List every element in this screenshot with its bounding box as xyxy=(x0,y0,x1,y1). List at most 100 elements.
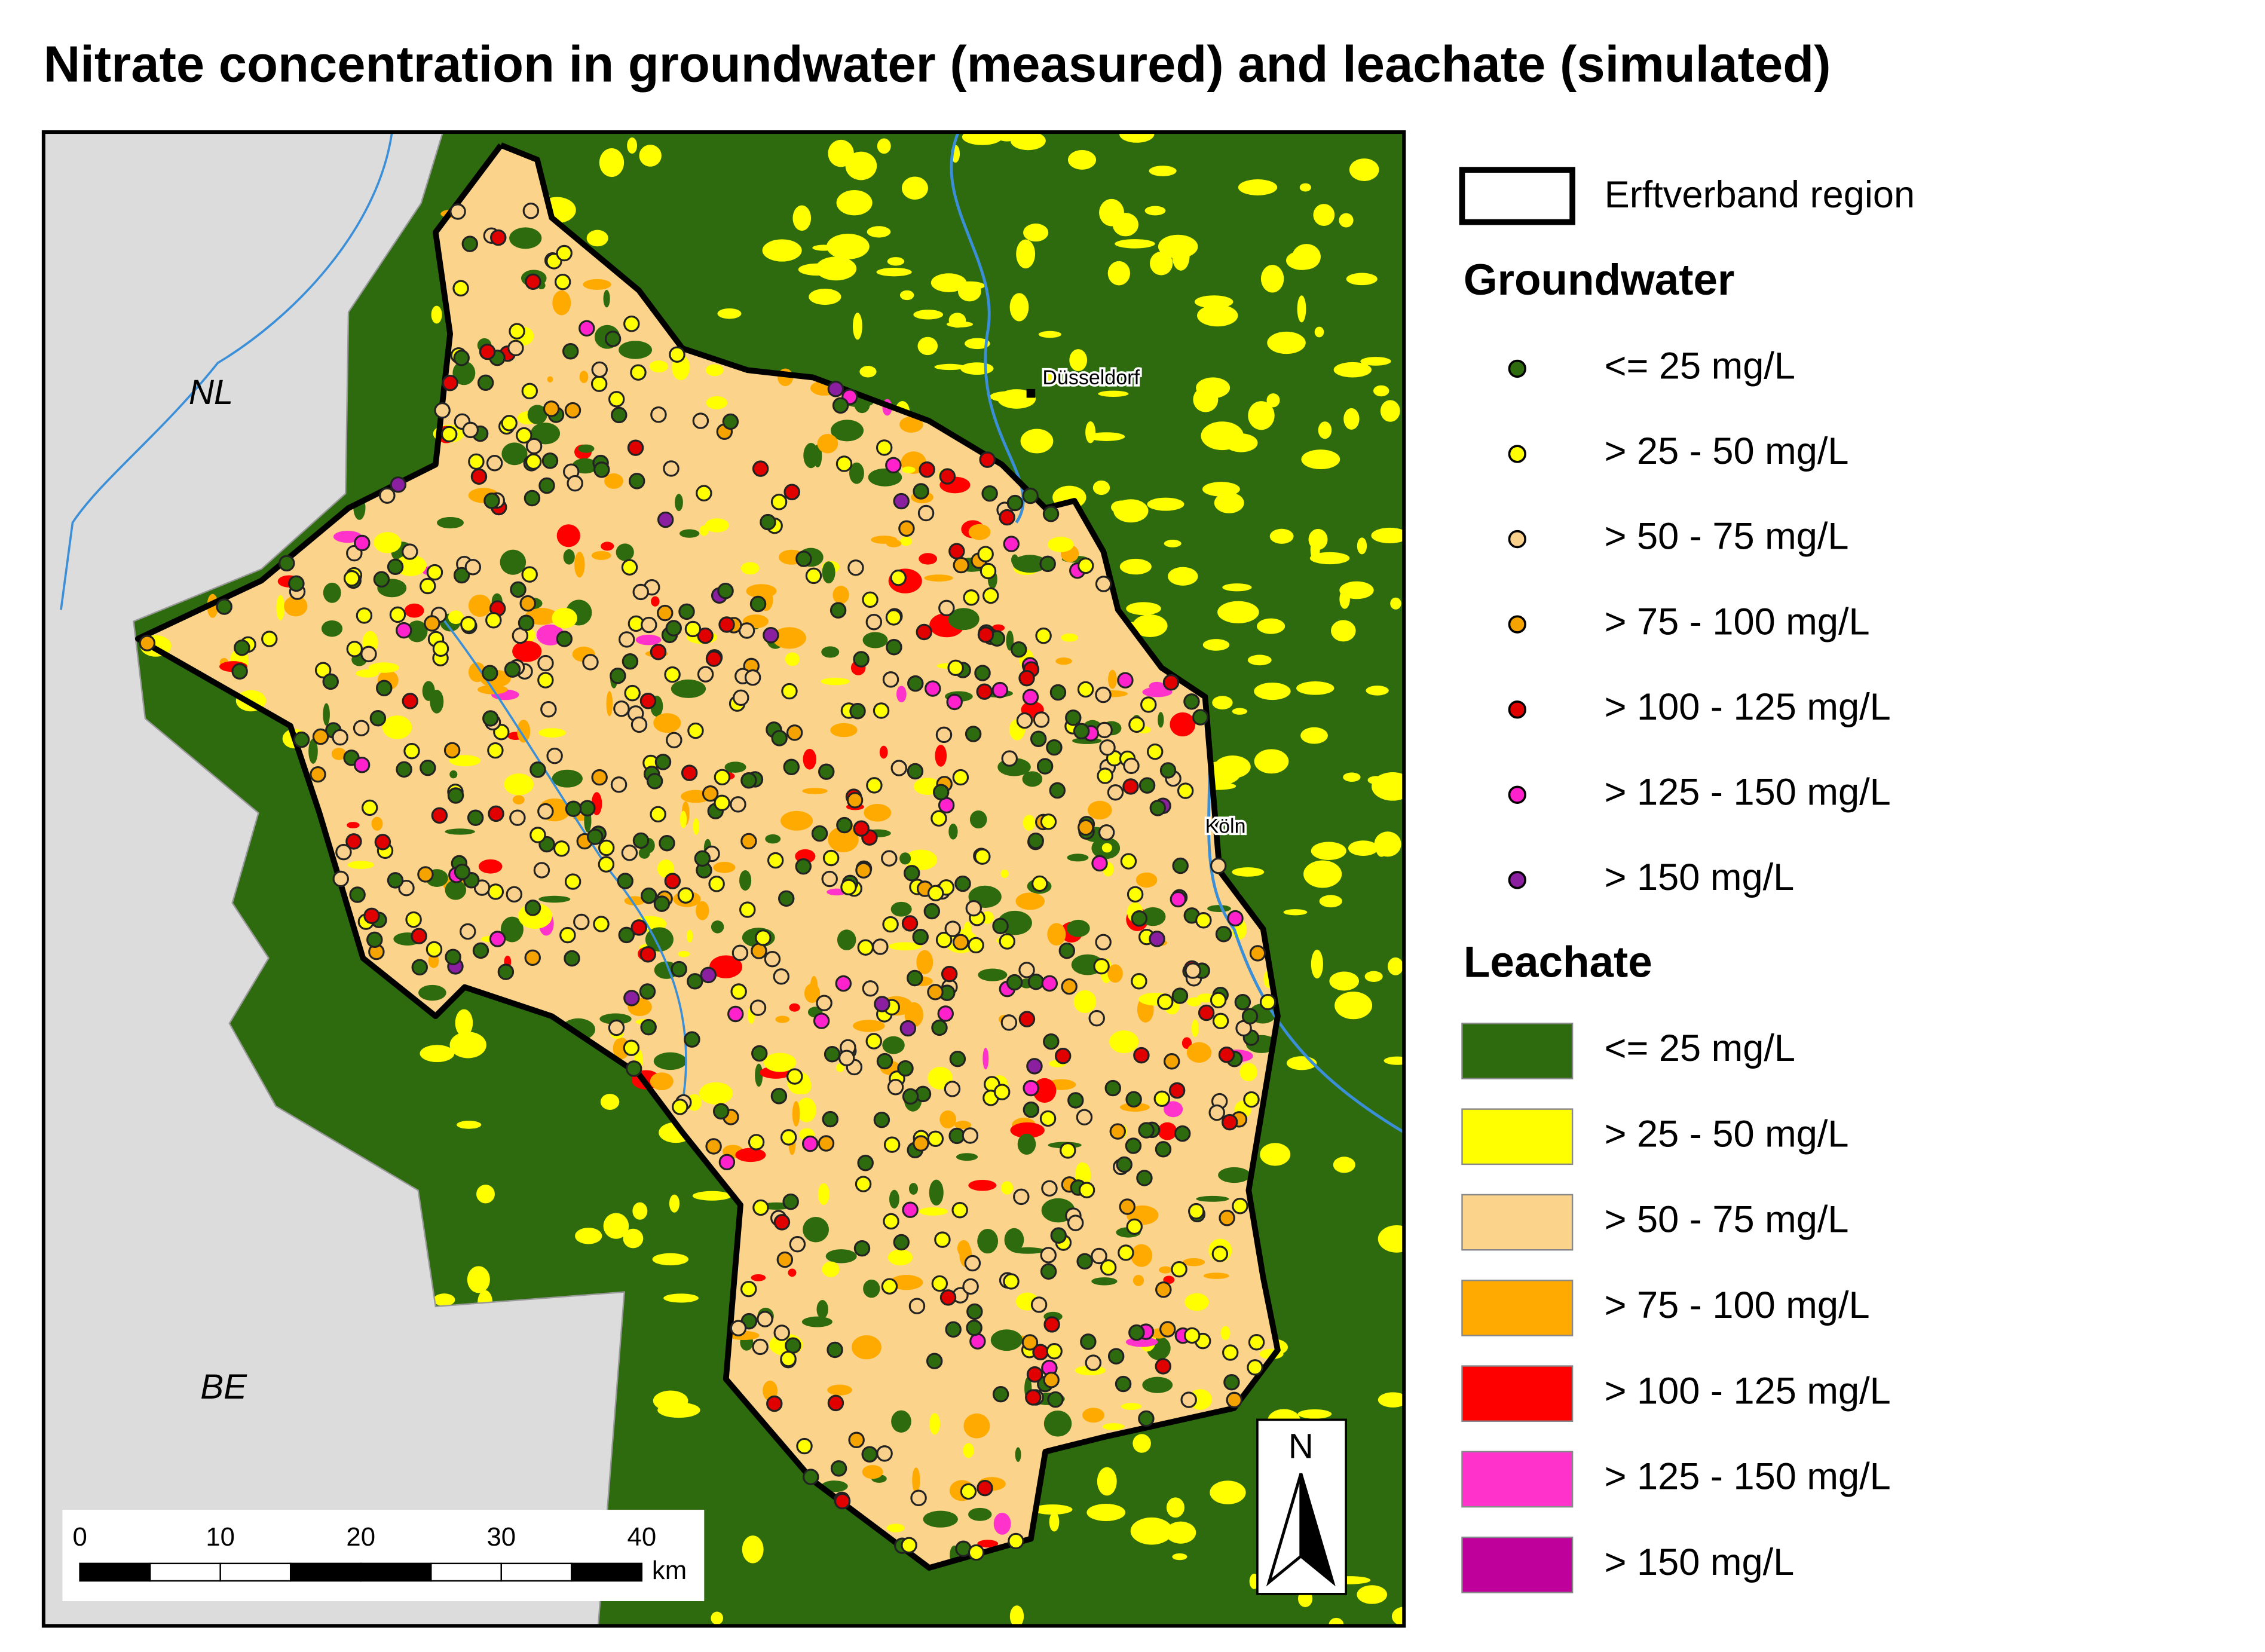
sample-point xyxy=(1043,1316,1060,1333)
sample-point xyxy=(780,1129,797,1146)
sample-point xyxy=(663,460,680,477)
sample-point xyxy=(389,606,406,623)
sample-point xyxy=(876,439,893,456)
sample-point xyxy=(862,980,879,997)
land-patch xyxy=(347,822,360,828)
sample-point xyxy=(579,800,596,816)
land-patch xyxy=(1088,800,1112,820)
sample-point xyxy=(968,937,984,954)
land-patch xyxy=(552,769,583,788)
sample-point xyxy=(591,769,608,786)
land-patch xyxy=(603,290,610,308)
land-patch xyxy=(1283,909,1308,916)
land-patch xyxy=(919,553,938,565)
legend-label: > 25 - 50 mg/L xyxy=(1605,430,1849,472)
land-patch xyxy=(1073,990,1097,1014)
sample-point xyxy=(853,1240,871,1257)
legend-dot xyxy=(1508,700,1526,719)
sample-point xyxy=(764,950,781,968)
sample-point xyxy=(1155,1141,1172,1158)
sample-point xyxy=(1018,669,1035,687)
sample-point xyxy=(908,1298,926,1314)
sample-point xyxy=(948,1127,965,1145)
sample-point xyxy=(604,331,622,347)
land-patch xyxy=(789,1003,800,1012)
sample-point xyxy=(913,1135,929,1152)
sample-point xyxy=(630,919,647,936)
land-patch xyxy=(530,423,561,445)
scale-tick-label: 0 xyxy=(72,1522,87,1552)
sample-point xyxy=(770,494,788,510)
scale-bar: 0 10 20 30 40 xyxy=(72,1522,656,1582)
land-patch xyxy=(1339,213,1354,228)
sample-point xyxy=(509,809,526,826)
sample-point xyxy=(537,654,554,672)
sample-point xyxy=(1138,1410,1155,1427)
land-patch xyxy=(711,920,724,934)
sample-point xyxy=(411,959,428,976)
sample-point xyxy=(966,1303,983,1320)
sample-point xyxy=(666,732,682,749)
sample-point xyxy=(654,754,672,770)
sample-point xyxy=(832,397,849,414)
land-patch xyxy=(433,1293,455,1307)
sample-point xyxy=(1039,555,1056,573)
sample-point xyxy=(537,672,554,689)
land-patch xyxy=(828,139,854,167)
north-arrow xyxy=(1299,1473,1336,1587)
sample-point xyxy=(261,631,278,647)
land-patch xyxy=(1311,949,1323,979)
sample-point xyxy=(288,575,305,592)
land-patch xyxy=(837,929,856,950)
sample-point xyxy=(717,582,734,599)
sample-point xyxy=(876,1053,893,1070)
land-patch xyxy=(456,1121,482,1129)
sample-point xyxy=(387,872,404,889)
sample-point xyxy=(519,595,536,612)
sample-point xyxy=(559,926,576,944)
sample-point xyxy=(752,1338,769,1356)
land-patch xyxy=(1023,815,1036,831)
land-patch xyxy=(693,818,700,835)
sample-point xyxy=(278,555,295,572)
land-patch xyxy=(632,1202,648,1220)
sample-point xyxy=(1076,1253,1093,1270)
land-patch xyxy=(792,205,812,231)
sample-point xyxy=(369,709,387,727)
scale-segment xyxy=(289,1562,362,1582)
land-patch xyxy=(724,761,746,773)
sample-point xyxy=(697,666,714,683)
land-patch xyxy=(717,308,742,319)
sample-point xyxy=(805,567,822,585)
land-patch xyxy=(1297,1409,1332,1419)
sample-point xyxy=(917,504,935,522)
sample-point xyxy=(346,641,363,657)
sample-point xyxy=(927,885,944,902)
sample-point xyxy=(657,511,674,528)
sample-point xyxy=(449,203,466,220)
land-patch xyxy=(1149,681,1165,691)
land-patch xyxy=(916,950,933,974)
sample-point xyxy=(1149,800,1167,816)
land-patch xyxy=(1131,1244,1153,1267)
sample-point xyxy=(1133,1047,1150,1064)
sample-point xyxy=(857,1155,874,1171)
land-patch xyxy=(929,1179,944,1206)
legend-swatch xyxy=(1461,1365,1574,1422)
sample-point xyxy=(417,866,434,883)
sample-point xyxy=(617,873,633,889)
sample-point xyxy=(447,787,464,804)
sample-point xyxy=(482,710,499,727)
land-patch xyxy=(705,518,729,533)
sample-point xyxy=(1155,1281,1172,1298)
sample-point xyxy=(533,862,550,879)
sample-point xyxy=(1171,1261,1187,1278)
sample-point xyxy=(632,583,649,601)
sample-point xyxy=(490,229,507,246)
sample-point xyxy=(529,827,546,843)
sample-point xyxy=(1021,1334,1039,1351)
sample-point xyxy=(910,1489,927,1506)
sample-point xyxy=(1093,957,1110,975)
sample-point xyxy=(1033,711,1050,728)
land-patch xyxy=(653,1052,687,1070)
